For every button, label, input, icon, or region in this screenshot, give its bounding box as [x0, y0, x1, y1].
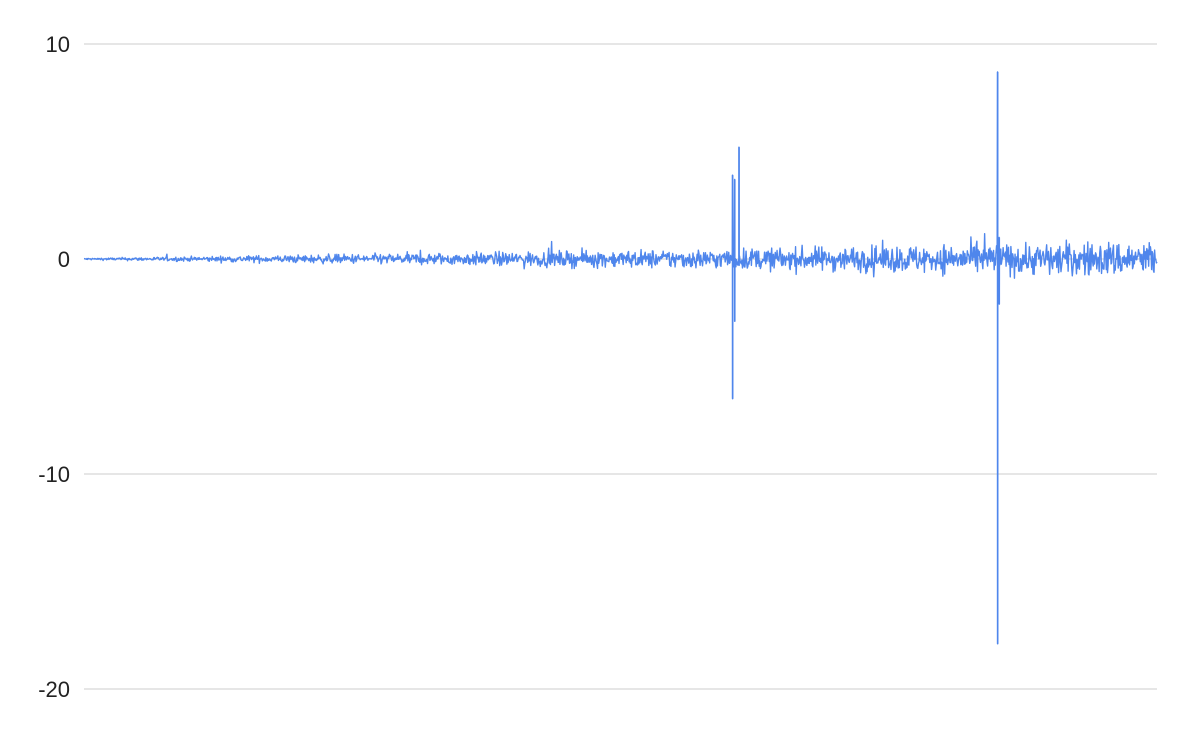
y-tick-label: 10: [46, 32, 70, 57]
data-series: [83, 71, 1158, 645]
series-line: [83, 71, 1158, 645]
y-axis-tick-labels: 10 0 -10 -20: [38, 32, 70, 702]
y-tick-label: -20: [38, 677, 70, 702]
y-tick-label: 0: [58, 247, 70, 272]
gridlines: [84, 43, 1157, 690]
y-tick-label: -10: [38, 462, 70, 487]
